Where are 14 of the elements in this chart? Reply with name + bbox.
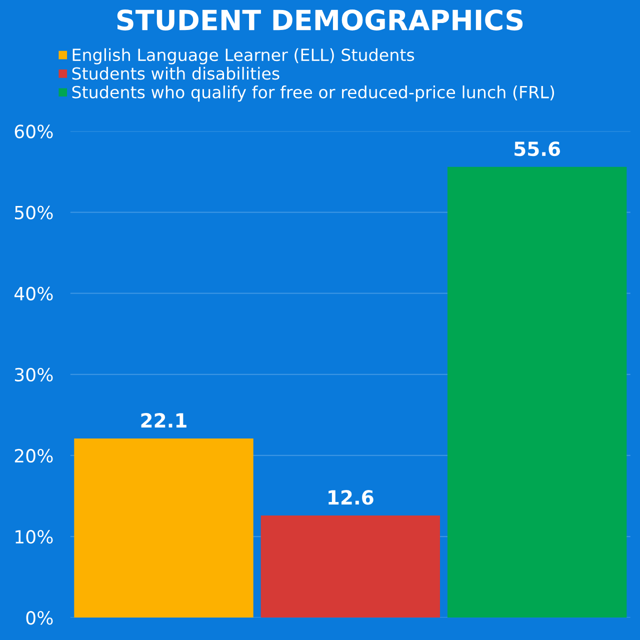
legend-label: Students who qualify for free or reduced-price lunch (FRL) [72,86,554,102]
data-label: 55.6 [514,141,560,156]
y-tick-label: 60% [14,124,53,138]
chart-title: STUDENT DEMOGRAPHICS [117,9,523,30]
data-label: 22.1 [141,413,186,428]
y-tick-label: 10% [16,530,53,544]
data-label: 12.6 [328,490,374,505]
legend-label: English Language Learner (ELL) Students [72,48,414,64]
y-tick-label: 0% [26,611,53,625]
y-tick-label: 30% [14,368,53,382]
legend-label: Students with disabilities [72,66,280,80]
y-tick-label: 20% [14,448,53,463]
y-tick-label: 50% [14,206,53,220]
y-tick-label: 40% [14,286,53,300]
